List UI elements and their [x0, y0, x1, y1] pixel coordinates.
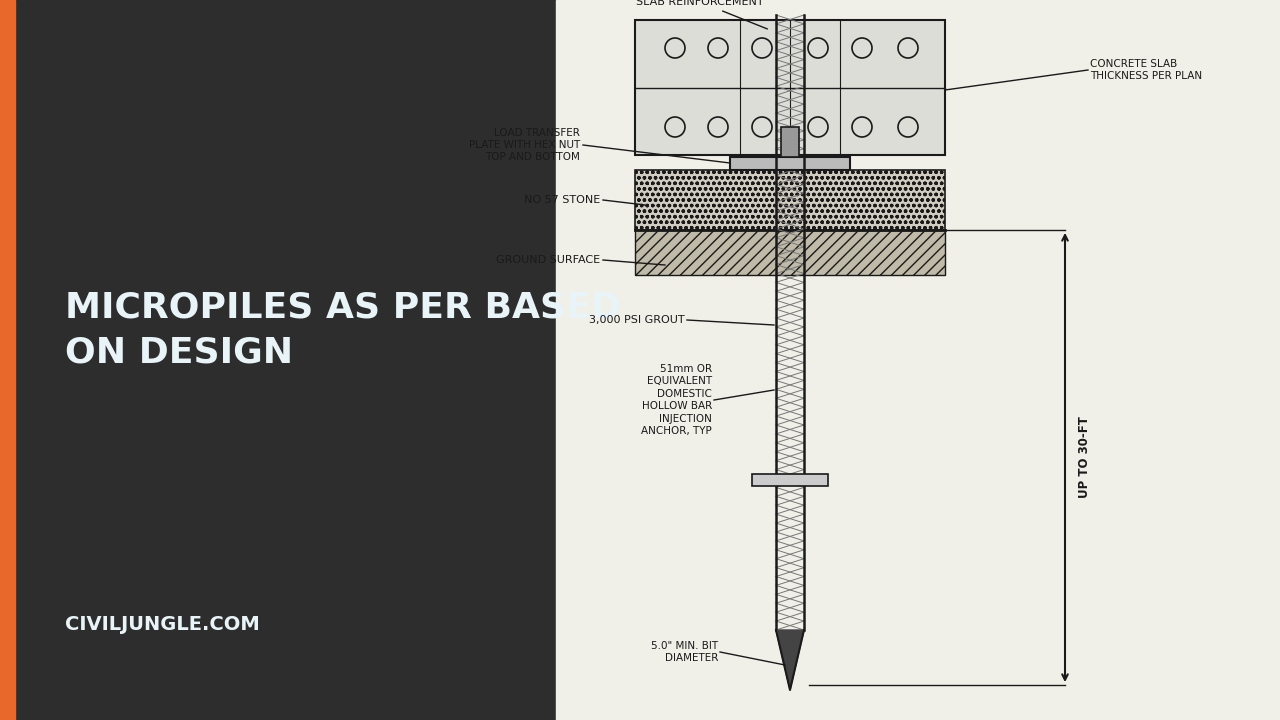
Bar — [556, 0, 1280, 720]
Text: 5.0" MIN. BIT
DIAMETER: 5.0" MIN. BIT DIAMETER — [650, 641, 718, 663]
Polygon shape — [776, 630, 804, 690]
Text: 51mm OR
EQUIVALENT
DOMESTIC
HOLLOW BAR
INJECTION
ANCHOR, TYP: 51mm OR EQUIVALENT DOMESTIC HOLLOW BAR I… — [641, 364, 712, 436]
Bar — [730, 157, 850, 170]
Bar — [0, 0, 556, 720]
Bar — [753, 474, 828, 486]
Text: UP TO 30-FT: UP TO 30-FT — [1079, 417, 1092, 498]
Bar — [635, 230, 945, 275]
Bar — [635, 20, 945, 155]
Text: CIVILJUNGLE.COM: CIVILJUNGLE.COM — [65, 616, 260, 634]
Bar — [635, 170, 945, 230]
Bar — [0, 0, 15, 720]
Text: NO 57 STONE: NO 57 STONE — [524, 195, 600, 205]
Text: GROUND SURFACE: GROUND SURFACE — [495, 255, 600, 265]
Text: MICROPILES AS PER BASED
ON DESIGN: MICROPILES AS PER BASED ON DESIGN — [65, 291, 621, 369]
Text: CONCRETE SLAB
THICKNESS PER PLAN: CONCRETE SLAB THICKNESS PER PLAN — [1091, 59, 1202, 81]
Bar — [781, 127, 799, 157]
Text: SLAB REINFORCEMENT: SLAB REINFORCEMENT — [636, 0, 764, 7]
Text: LOAD TRANSFER
PLATE WITH HEX NUT
TOP AND BOTTOM: LOAD TRANSFER PLATE WITH HEX NUT TOP AND… — [468, 127, 580, 163]
Text: 3,000 PSI GROUT: 3,000 PSI GROUT — [589, 315, 685, 325]
